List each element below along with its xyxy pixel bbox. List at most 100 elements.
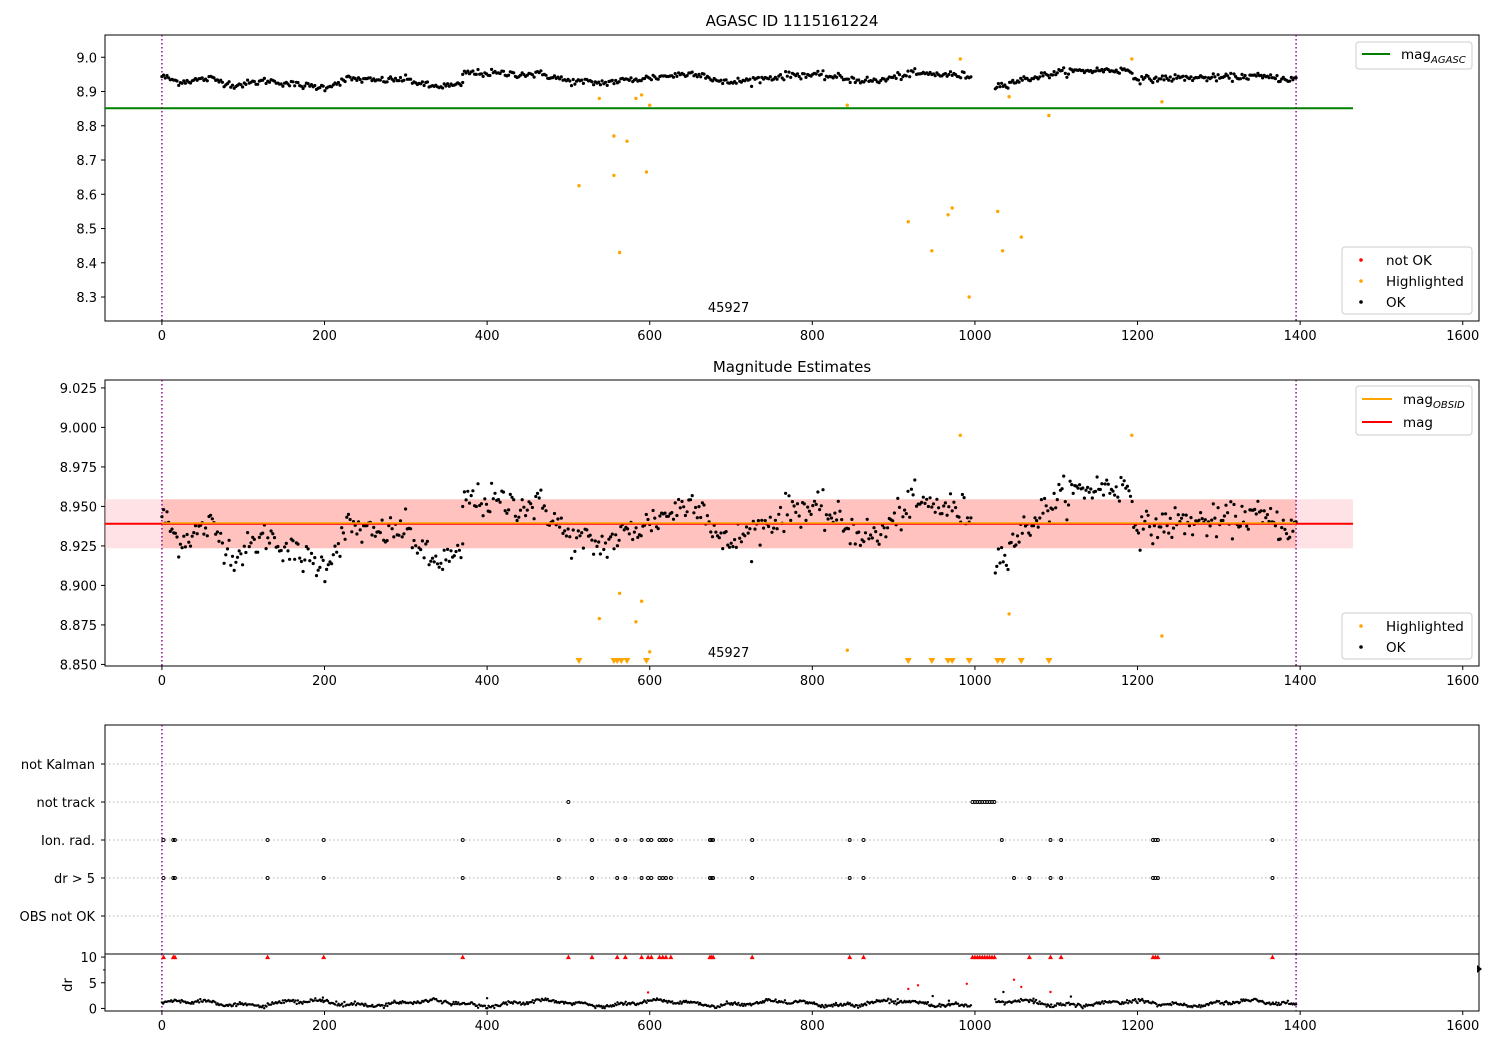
estimates-ok-point bbox=[614, 533, 618, 537]
agasc-ok-point bbox=[301, 86, 305, 91]
1-xtick-label: 800 bbox=[800, 674, 825, 689]
flag-point bbox=[172, 838, 177, 842]
estimates-ok-point bbox=[1288, 535, 1292, 539]
estimates-highlighted-point bbox=[958, 433, 962, 437]
dr-ok-point bbox=[856, 1006, 860, 1009]
agasc-ok-point bbox=[1047, 76, 1051, 80]
dr-ok-point bbox=[1038, 1000, 1041, 1003]
agasc-ok-point bbox=[1214, 79, 1219, 83]
estimates-ok-point bbox=[525, 508, 529, 512]
estimates-ok-point bbox=[653, 516, 657, 520]
0-xtick-label: 1600 bbox=[1446, 329, 1479, 344]
estimates-ok-point bbox=[372, 525, 376, 530]
agasc-ok-point bbox=[694, 73, 698, 77]
estimates-ok-point bbox=[921, 495, 925, 499]
dr-ok-point bbox=[178, 999, 181, 1002]
estimates-ok-point bbox=[1105, 478, 1109, 482]
estimates-ok-point bbox=[1020, 531, 1024, 535]
estimates-clipped-marker bbox=[623, 658, 631, 664]
estimates-ok-point bbox=[464, 498, 468, 502]
dr-ok-point bbox=[1276, 1003, 1279, 1007]
dr-clipped-marker bbox=[589, 954, 595, 960]
agasc-ok-point bbox=[1138, 82, 1142, 86]
estimates-ok-point bbox=[1240, 504, 1244, 508]
dr-ok-point bbox=[671, 1000, 674, 1003]
dr-ok-point bbox=[623, 1002, 626, 1005]
estimates-ok-point bbox=[1176, 513, 1180, 517]
agasc-ok-point bbox=[629, 76, 633, 80]
agasc-ok-point bbox=[1181, 74, 1185, 78]
estimates-ok-point bbox=[925, 497, 929, 501]
flag-point bbox=[847, 876, 852, 880]
dr-ytick-label: 0 bbox=[89, 1002, 97, 1017]
agasc-ok-point bbox=[461, 80, 465, 85]
estimates-ok-point bbox=[338, 554, 342, 559]
estimates-ok-point bbox=[930, 505, 934, 509]
estimates-ok-point bbox=[345, 515, 349, 519]
dr-xtick-label: 200 bbox=[312, 1019, 337, 1034]
flag-point bbox=[750, 838, 755, 842]
agasc-ok-point bbox=[476, 67, 480, 72]
agasc-obsid-label: 45927 bbox=[708, 301, 749, 316]
agasc-ok-point bbox=[177, 83, 181, 87]
dr-ok-point bbox=[819, 1005, 823, 1009]
estimates-ok-point bbox=[177, 555, 181, 559]
agasc-ok-point bbox=[1038, 75, 1042, 79]
dr-not-ok-point bbox=[1049, 990, 1052, 994]
agasc-ok-point bbox=[721, 81, 725, 86]
agasc-ok-point bbox=[388, 75, 393, 79]
agasc-ok-point bbox=[180, 81, 184, 85]
dr-xtick-label: 1000 bbox=[958, 1019, 991, 1034]
agasc-ok-point bbox=[444, 84, 448, 88]
estimates-ok-point bbox=[670, 510, 674, 515]
dr-ok-point bbox=[1196, 1005, 1200, 1008]
estimates-ok-point bbox=[685, 510, 689, 514]
dr-ok-point bbox=[561, 1000, 565, 1003]
estimates-ok-point bbox=[846, 527, 851, 531]
dr-ok-point bbox=[730, 1001, 733, 1005]
dr-clipped-marker bbox=[172, 954, 178, 960]
estimates-ok-point bbox=[573, 549, 577, 554]
agasc-ok-point bbox=[598, 83, 603, 87]
estimates-ok-point bbox=[488, 510, 492, 514]
flag-point bbox=[623, 838, 628, 842]
estimates-ok-point bbox=[952, 500, 956, 504]
estimates-ok-point bbox=[666, 514, 671, 518]
estimates-ok-point bbox=[412, 538, 416, 543]
agasc-highlighted-point bbox=[906, 220, 910, 224]
estimates-ok-point bbox=[790, 500, 795, 504]
agasc-ok-point bbox=[1017, 80, 1021, 84]
agasc-ok-point bbox=[425, 80, 429, 84]
estimates-ok-point bbox=[942, 504, 946, 508]
flag-row-label: not Kalman bbox=[21, 758, 95, 773]
estimates-ok-point bbox=[316, 568, 320, 572]
dr-ok-point bbox=[522, 1001, 525, 1004]
estimates-ok-point bbox=[444, 558, 448, 562]
estimates-ok-point bbox=[230, 554, 235, 558]
estimates-ok-point bbox=[346, 512, 351, 517]
estimates-ok-point bbox=[610, 532, 614, 536]
estimates-ok-point bbox=[838, 509, 842, 513]
estimates-ok-point bbox=[301, 569, 305, 574]
dr-ok-point bbox=[371, 1003, 374, 1007]
dr-clipped-marker bbox=[565, 954, 571, 960]
dr-not-ok-point bbox=[907, 987, 910, 991]
estimates-ok-point bbox=[414, 544, 418, 548]
estimates-ok-point bbox=[833, 511, 837, 515]
agasc-ok-point bbox=[787, 70, 791, 74]
dr-ok-point bbox=[382, 1006, 386, 1010]
agasc-highlighted-point bbox=[648, 103, 652, 107]
estimates-ok-point bbox=[168, 529, 172, 534]
dr-ok-point bbox=[313, 999, 316, 1002]
estimates-ok-point bbox=[1057, 482, 1061, 487]
dr-ok-point bbox=[833, 1004, 837, 1007]
estimates-ok-point bbox=[590, 538, 594, 542]
estimates-ok-point bbox=[806, 505, 810, 509]
estimates-highlighted-point bbox=[1007, 612, 1011, 616]
estimates-ok-point bbox=[469, 494, 473, 498]
dr-ok-point bbox=[1033, 1000, 1037, 1003]
dr-ok-point bbox=[531, 999, 534, 1002]
estimates-ok-point bbox=[1070, 483, 1074, 487]
agasc-highlighted-point bbox=[612, 173, 616, 178]
dr-ok-point bbox=[237, 1003, 240, 1006]
